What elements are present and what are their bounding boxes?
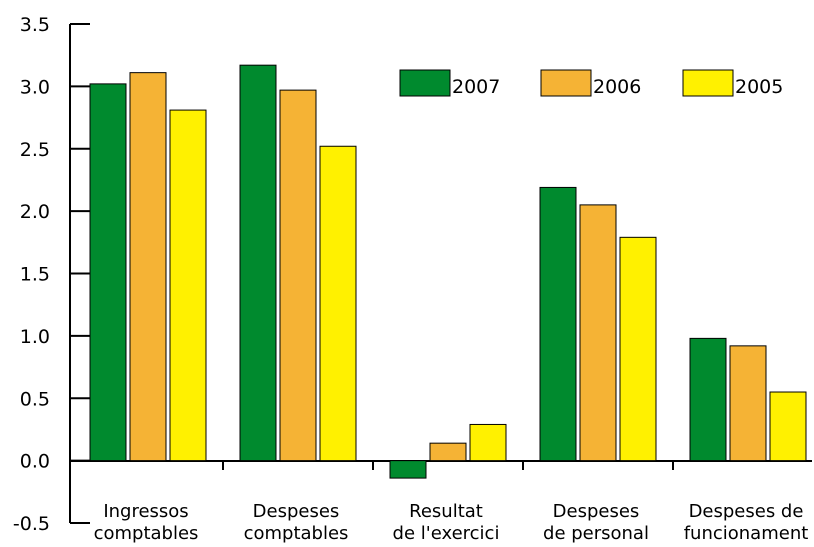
y-tick-label: 0.5 [20,388,50,410]
bar-2007 [689,337,727,462]
y-tick-label: 2.0 [20,201,50,223]
bars [89,64,807,479]
bar-2005 [769,391,807,462]
y-tick-label: 3.0 [20,76,50,98]
category-label: Ingressos [103,501,188,522]
bar-2006 [129,72,167,462]
bar-2006 [729,345,767,462]
bar-2007 [389,460,427,479]
category-label: funcionament [684,523,809,544]
category-label: Resultat [409,501,483,522]
bar-2007 [539,186,577,462]
category-label: Despeses de [689,501,804,522]
bar-2006 [279,89,317,462]
y-tick-label: 2.5 [20,139,50,161]
bar-2006 [429,442,467,462]
legend: 2007 2006 2005 [399,69,783,98]
category-labels: IngressoscomptablesDespesescomptablesRes… [94,501,809,544]
bar-2005 [469,423,507,462]
category-label: de l'exercici [393,523,500,544]
category-label: Despeses [553,501,640,522]
category-label: comptables [244,523,349,544]
y-tick-label: 1.0 [20,326,50,348]
bar-2006 [579,204,617,462]
legend-label: 2005 [735,76,783,98]
bar-2005 [319,145,357,462]
bar-2005 [169,109,207,462]
legend-swatch-2005 [682,69,734,97]
y-tick-label: 1.5 [20,264,50,286]
y-tick-labels: -0.5 0.0 0.5 1.0 1.5 2.0 2.5 3.0 3.5 [13,14,50,535]
legend-label: 2006 [593,76,641,98]
bar-2007 [239,64,277,462]
category-label: de personal [543,523,649,544]
y-tick-label: 0.0 [20,451,50,473]
bar-2005 [619,236,657,462]
y-tick-label: 3.5 [20,14,50,36]
legend-swatch-2006 [540,69,592,97]
legend-swatch-2007 [399,69,451,97]
legend-label: 2007 [452,76,500,98]
category-label: comptables [94,523,199,544]
y-tick-label: -0.5 [13,513,50,535]
category-label: Despeses [253,501,340,522]
bar-2007 [89,83,127,462]
